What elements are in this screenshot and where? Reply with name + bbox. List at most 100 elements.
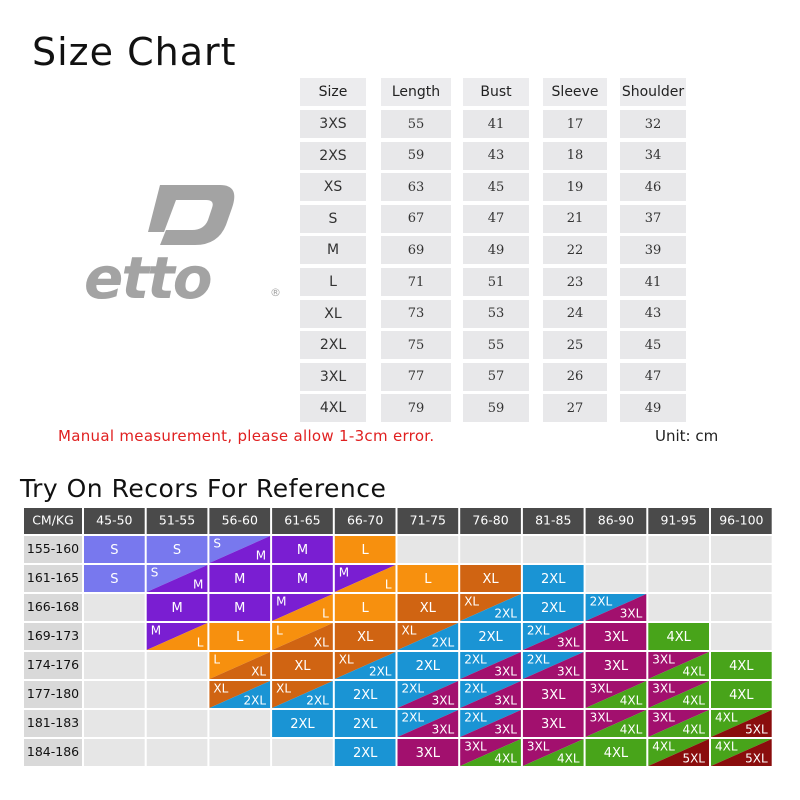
grid-cell-size-lower: 3XL (557, 636, 580, 650)
grid-cell-size-lower: XL (314, 636, 329, 650)
grid-cell-empty (711, 536, 772, 563)
grid-cell-lower (272, 623, 333, 650)
grid-cell-lower (334, 565, 396, 592)
grid-cell-size-lower: 4XL (620, 694, 643, 708)
grid-cell-size: M (171, 601, 182, 616)
grid-cell-upper (272, 623, 333, 650)
grid-cell-size: 3XL (604, 659, 629, 674)
grid-cell-size-lower: 5XL (745, 752, 768, 766)
size-cell-shoulder: 49 (620, 394, 686, 423)
height-header-label: 181-183 (27, 715, 79, 730)
grid-cell-size: 2XL (478, 630, 503, 645)
grid-cell-size: M (297, 572, 308, 587)
size-cell-size: 2XS (300, 141, 366, 170)
grid-cell-upper (522, 652, 584, 679)
size-cell-size: L (300, 268, 366, 296)
grid-cell-lower (460, 594, 521, 621)
grid-cell-size: M (234, 601, 245, 616)
weight-header-label: 91-95 (660, 513, 696, 528)
size-cell-bust: 49 (463, 236, 529, 265)
grid-cell-size-upper: L (276, 624, 283, 638)
grid-cell-empty (648, 536, 709, 563)
grid-cell-lower (648, 710, 709, 737)
height-header (24, 536, 82, 563)
grid-cell (272, 565, 333, 592)
grid-cell-size-upper: 2XL (464, 653, 487, 667)
weight-header (585, 508, 647, 534)
try-on-grid: CM/KG 45-50 51-55 56-60 61-65 66-70 71-75 76-80… (24, 508, 772, 766)
size-cell-size: 4XL (300, 394, 366, 423)
size-cell-length: 77 (381, 362, 451, 391)
grid-cell-size-upper: XL (213, 682, 228, 696)
grid-cell (585, 623, 647, 650)
grid-cell-size-upper: 4XL (715, 740, 738, 754)
grid-cell-size-upper: 3XL (652, 682, 675, 696)
weight-header-label: 66-70 (347, 513, 383, 528)
grid-cell-empty (272, 739, 333, 766)
grid-cell-size: S (110, 572, 118, 587)
grid-cell-empty (84, 594, 145, 621)
grid-cell-size: XL (294, 659, 311, 674)
grid-cell-lower (146, 565, 208, 592)
weight-header (397, 508, 459, 534)
grid-cell-size-lower: 3XL (432, 694, 455, 708)
grid-cell-upper (585, 594, 647, 621)
grid-cell-size-lower: 5XL (745, 723, 768, 737)
grid-cell-size-upper: 2XL (464, 711, 487, 725)
size-cell-size: 3XS (300, 110, 366, 138)
grid-cell (334, 594, 396, 621)
grid-cell-size: 4XL (604, 746, 629, 761)
grid-cell-size-lower: L (385, 578, 392, 592)
grid-cell-size: 3XL (541, 688, 566, 703)
grid-cell-size-upper: XL (402, 624, 417, 638)
size-cell-size: XL (300, 299, 366, 328)
grid-cell-lower (397, 710, 459, 737)
weight-header-label: 76-80 (472, 513, 508, 528)
logo-text: etto (84, 244, 211, 305)
grid-cell-size-upper: M (339, 566, 349, 580)
grid-cell (711, 681, 772, 708)
size-cell-shoulder: 32 (620, 110, 686, 138)
grid-cell-size-upper: 2XL (527, 624, 550, 638)
grid-cell-size-upper: M (151, 624, 161, 638)
grid-cell-size-upper: 2XL (402, 711, 425, 725)
grid-cell-empty (585, 536, 647, 563)
weight-header (460, 508, 521, 534)
grid-cell-empty (146, 681, 208, 708)
grid-cell (272, 536, 333, 563)
grid-cell-lower (397, 623, 459, 650)
size-cell-length: 63 (381, 173, 451, 202)
grid-cell-empty (648, 594, 709, 621)
size-cell-bust: 51 (463, 268, 529, 296)
grid-cell-size: 2XL (290, 717, 315, 732)
grid-cell-size-lower: 2XL (432, 636, 455, 650)
weight-header (146, 508, 208, 534)
weight-header-label: 56-60 (222, 513, 258, 528)
grid-cell-lower (648, 739, 709, 766)
grid-cell-size: XL (482, 572, 499, 587)
grid-cell-size-upper: 3XL (527, 740, 550, 754)
header-length: Length (381, 78, 451, 106)
weight-header-label: 45-50 (96, 513, 132, 528)
grid-cell (522, 681, 584, 708)
grid-cell-size-lower: 4XL (557, 752, 580, 766)
size-cell-length: 79 (381, 394, 451, 423)
grid-cell-size: 3XL (604, 630, 629, 645)
grid-cell-upper (460, 594, 521, 621)
size-cell-sleeve: 22 (543, 236, 607, 265)
grid-cell-empty (84, 652, 145, 679)
grid-cell-size-upper: 2XL (402, 682, 425, 696)
grid-cell (84, 565, 145, 592)
grid-cell-size-lower: L (197, 636, 204, 650)
grid-cell-upper (711, 710, 772, 737)
grid-cell-empty (146, 652, 208, 679)
grid-cell (397, 565, 459, 592)
height-header-label: 174-176 (27, 657, 79, 672)
weight-header-label: 61-65 (284, 513, 320, 528)
grid-cell (711, 652, 772, 679)
grid-cell (334, 681, 396, 708)
grid-cell-lower (460, 652, 521, 679)
grid-cell-lower (397, 681, 459, 708)
size-cell-size: M (300, 236, 366, 265)
size-cell-size: 3XL (300, 362, 366, 391)
